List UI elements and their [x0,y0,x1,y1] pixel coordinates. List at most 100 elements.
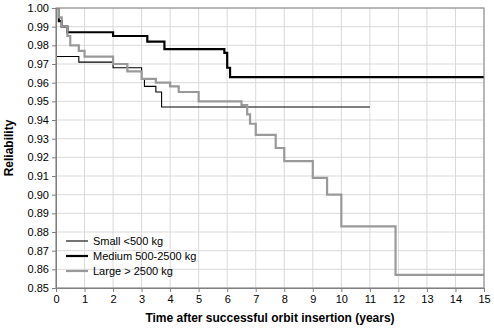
x-tick-label: 7 [253,293,259,305]
x-tick: 5 [196,288,202,305]
x-tick-label: 14 [450,293,462,305]
y-tick: 0.93 [28,133,56,145]
grid-line [56,101,484,102]
x-tick-label: 4 [168,293,174,305]
grid-line [56,26,484,27]
series-line [56,8,484,77]
x-tick: 3 [139,288,145,305]
x-tick: 6 [225,288,231,305]
x-tick: 13 [421,288,433,305]
x-tick-label: 6 [225,293,231,305]
x-tick-label: 10 [336,293,348,305]
grid-line [56,213,484,214]
grid-line [56,45,484,46]
y-tick-label: 0.98 [28,39,49,51]
y-tick-mark [52,288,56,289]
grid [56,8,484,288]
legend-label: Medium 500-2500 kg [93,250,196,262]
grid-line [398,8,399,288]
y-tick-mark [52,251,56,252]
grid-line [312,8,313,288]
grid-line [56,176,484,177]
y-tick: 0.98 [28,39,56,51]
x-tick: 10 [336,288,348,305]
y-tick: 0.97 [28,58,56,70]
y-tick-label: 0.96 [28,77,49,89]
y-tick-label: 0.99 [28,21,49,33]
x-tick: 11 [365,288,376,305]
x-axis-line [57,289,485,293]
x-tick-mark [113,288,114,292]
x-tick: 12 [393,288,405,305]
y-tick-label: 0.88 [28,226,49,238]
x-tick-label: 15 [478,293,490,305]
legend-item: Medium 500-2500 kg [66,250,196,262]
y-tick: 0.96 [28,77,56,89]
x-tick: 7 [253,288,259,305]
y-tick-label: 0.92 [28,151,49,163]
y-tick-mark [52,8,56,9]
plot: 01234567891011121314150.850.860.870.880.… [28,2,491,305]
y-tick-mark [52,83,56,84]
y-tick-mark [52,120,56,121]
y-tick: 0.91 [28,170,56,182]
x-tick: 2 [111,288,117,305]
x-tick-mark [398,288,399,292]
x-tick-label: 1 [82,293,88,305]
grid-line [56,157,484,158]
legend-item: Small <500 kg [66,235,163,247]
y-tick-mark [52,269,56,270]
y-tick: 0.99 [28,21,56,33]
legend-label: Large > 2500 kg [93,265,173,277]
grid-line [341,8,342,288]
legend-label: Small <500 kg [93,235,163,247]
x-tick-mark [370,288,371,292]
y-axis-title: Reliability [2,119,16,176]
x-tick-label: 11 [365,293,376,305]
series-line [56,57,370,107]
x-tick-label: 13 [421,293,433,305]
grid-line [56,138,484,139]
x-tick-label: 8 [282,293,288,305]
x-tick: 8 [282,288,288,305]
y-tick-mark [52,157,56,158]
y-tick: 0.94 [28,114,56,126]
x-tick: 14 [450,288,462,305]
series-line [56,8,484,275]
grid-line [56,120,484,121]
y-tick-mark [52,64,56,65]
grid-line [56,82,484,83]
y-tick-mark [52,101,56,102]
x-tick: 1 [82,288,88,305]
y-tick: 0.90 [28,189,56,201]
x-tick-mark [341,288,342,292]
y-tick-mark [52,45,56,46]
y-tick-label: 0.94 [28,114,49,126]
x-tick-label: 5 [196,293,202,305]
legend-swatch [66,255,88,257]
y-tick-label: 0.97 [28,58,49,70]
x-tick-label: 12 [393,293,405,305]
y-tick-label: 0.95 [28,95,49,107]
grid-line [227,8,228,288]
chart: 01234567891011121314150.850.860.870.880.… [0,0,494,330]
x-tick-mark [199,288,200,292]
x-axis: 0123456789101112131415 [53,288,490,305]
y-tick-label: 0.90 [28,189,49,201]
y-tick: 0.95 [28,95,56,107]
grid-line [455,8,456,288]
x-tick-label: 2 [111,293,117,305]
y-tick-mark [52,27,56,28]
grid-line [369,8,370,288]
y-tick: 0.89 [28,207,56,219]
y-tick: 0.87 [28,245,56,257]
y-tick: 0.92 [28,151,56,163]
y-tick: 0.88 [28,226,56,238]
y-tick: 1.00 [28,2,56,14]
legend: Small <500 kg Medium 500-2500 kg Large > 2… [66,235,196,277]
x-tick: 4 [168,288,174,305]
series-group [56,8,484,275]
plot-frame [56,8,484,288]
y-tick-label: 0.89 [28,207,49,219]
y-axis: 0.850.860.870.880.890.900.910.920.930.94… [28,2,57,294]
